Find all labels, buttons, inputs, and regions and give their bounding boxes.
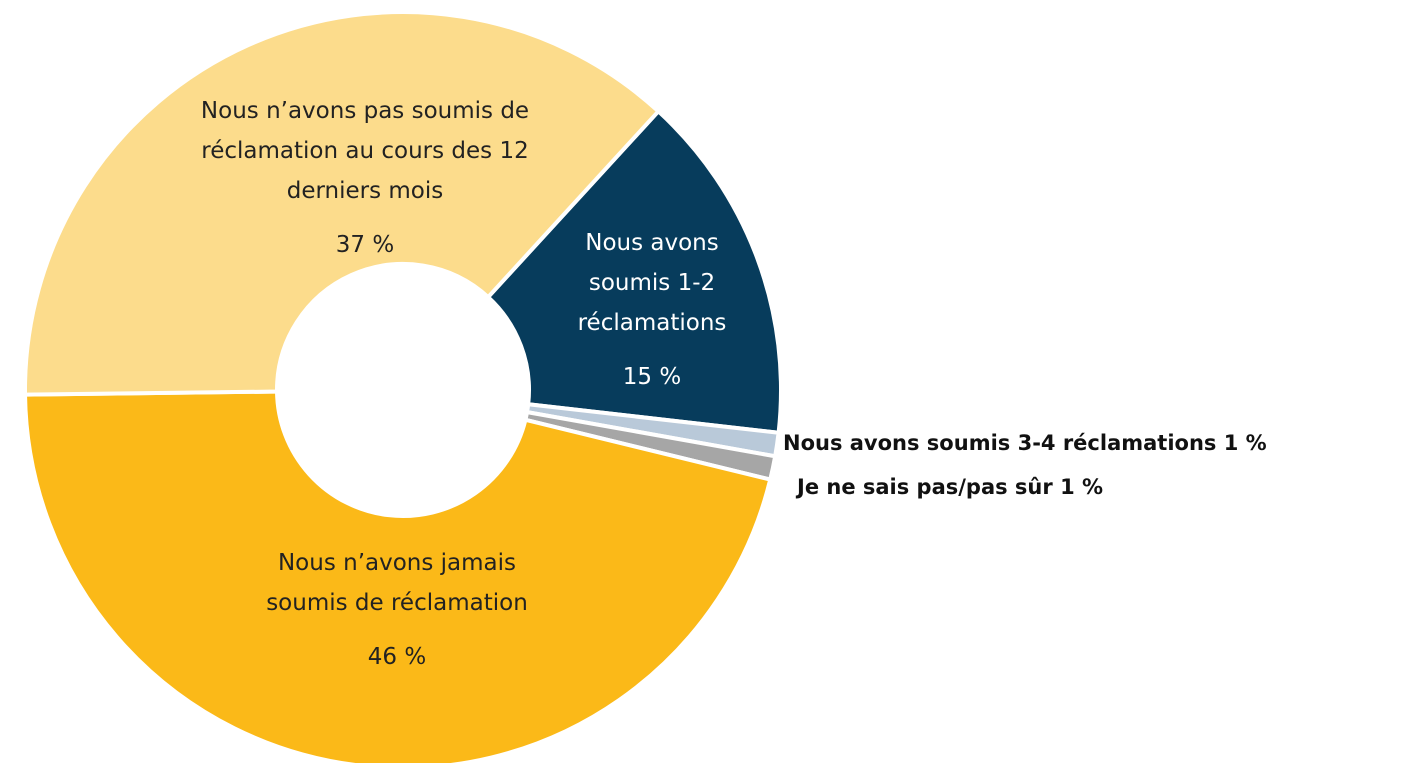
category-label: Nous avons soumis 1-2 réclamations [577,230,727,336]
slice-label: Nous avons soumis 3-4 réclamations 1 % [783,429,1267,457]
value-label: 15 % [622,364,682,390]
slice-label: Nous n’avons jamais soumis de réclamatio… [262,543,532,677]
category-label: Je ne sais pas/pas sûr [797,475,1053,499]
slice [23,10,662,397]
slice [485,108,783,436]
slice [23,389,773,763]
category-label: Nous avons soumis 3-4 réclamations [783,431,1217,455]
value-label: 46 % [367,644,427,670]
slice-label: Je ne sais pas/pas sûr 1 % [797,473,1103,501]
value-label: 1 % [1223,431,1267,455]
category-label: Nous n’avons jamais soumis de réclamatio… [266,550,528,616]
category-label: Nous n’avons pas soumis de réclamation a… [200,98,530,204]
value-label: 1 % [1060,475,1104,499]
value-label: 37 % [335,232,395,258]
slice-label: Nous avons soumis 1-2 réclamations 15 % [557,223,747,397]
slice-label: Nous n’avons pas soumis de réclamation a… [170,91,560,265]
